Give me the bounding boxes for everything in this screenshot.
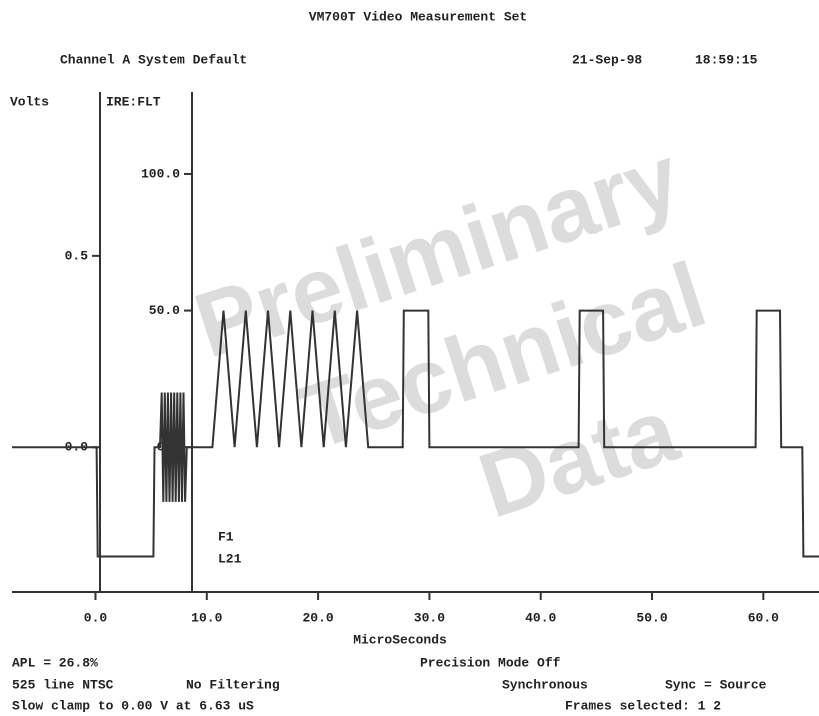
x-tick-label: 30.0 xyxy=(414,610,445,625)
y2-axis-label: Volts xyxy=(10,94,49,109)
x-axis-label: MicroSeconds xyxy=(353,632,447,647)
footer-text: APL = 26.8% xyxy=(12,655,98,670)
y2-tick-label: 0.5 xyxy=(65,248,89,263)
annotation: F1 xyxy=(218,529,234,544)
waveform xyxy=(12,309,819,558)
channel: Channel A System Default xyxy=(60,52,247,67)
footer-text: Synchronous xyxy=(502,677,588,692)
time: 18:59:15 xyxy=(695,52,758,67)
annotation: L21 xyxy=(218,551,242,566)
watermark: Preliminary Technical Data xyxy=(183,126,717,538)
y-axis-label: IRE:FLT xyxy=(106,94,161,109)
x-tick-label: 20.0 xyxy=(302,610,333,625)
x-tick-label: 50.0 xyxy=(636,610,667,625)
x-tick-label: 0.0 xyxy=(84,610,108,625)
footer-text: Sync = Source xyxy=(665,677,767,692)
footer-text: No Filtering xyxy=(186,677,280,692)
date: 21-Sep-98 xyxy=(572,52,642,67)
x-tick-label: 10.0 xyxy=(191,610,222,625)
footer-text: 525 line NTSC xyxy=(12,677,114,692)
footer-text: Precision Mode Off xyxy=(420,655,561,670)
footer-text: Slow clamp to 0.00 V at 6.63 uS xyxy=(12,698,254,713)
x-tick-label: 60.0 xyxy=(748,610,779,625)
y-tick-label: 100.0 xyxy=(141,166,180,181)
y-tick-label: 50.0 xyxy=(149,303,180,318)
x-tick-label: 40.0 xyxy=(525,610,556,625)
footer-text: Frames selected: 1 2 xyxy=(565,698,721,713)
chart-title: VM700T Video Measurement Set xyxy=(309,9,527,24)
